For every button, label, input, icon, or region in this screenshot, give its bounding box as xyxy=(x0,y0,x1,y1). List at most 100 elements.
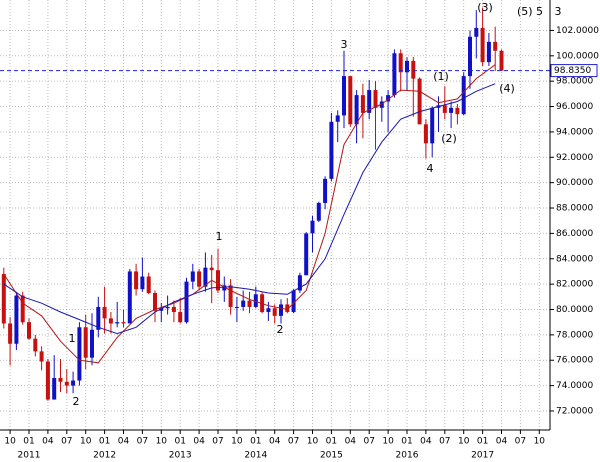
candle-body xyxy=(272,308,277,316)
candle-body xyxy=(386,95,391,102)
candle-body xyxy=(102,306,107,319)
y-tick-label: 74.0000 xyxy=(556,381,593,391)
candle-body xyxy=(159,308,164,311)
candle-body xyxy=(367,90,372,113)
candle-body xyxy=(96,306,101,330)
candle-body xyxy=(121,322,126,324)
candle-body xyxy=(474,27,479,37)
y-tick-label: 102.0000 xyxy=(556,26,599,36)
candle-body xyxy=(58,377,63,382)
wave-label: (4) xyxy=(499,82,515,95)
candle-body xyxy=(499,50,504,71)
x-tick-label: 10 xyxy=(80,437,92,447)
year-label: 2014 xyxy=(244,451,267,461)
y-tick-label: 88.0000 xyxy=(556,204,593,214)
x-tick-label: 07 xyxy=(515,437,526,447)
x-tick-label: 04 xyxy=(496,437,508,447)
candle-body xyxy=(335,115,340,122)
y-tick-label: 72.0000 xyxy=(556,406,593,416)
y-tick-label: 80.0000 xyxy=(556,305,593,315)
x-tick-label: 01 xyxy=(250,437,261,447)
wave-label: 2 xyxy=(277,323,284,336)
candle-body xyxy=(291,290,296,313)
x-tick-label: 04 xyxy=(345,437,357,447)
candle-body xyxy=(8,323,13,344)
x-tick-label: 07 xyxy=(439,437,450,447)
candle-body xyxy=(398,53,403,73)
y-tick-label: 84.0000 xyxy=(556,254,593,264)
x-tick-label: 01 xyxy=(174,437,185,447)
candle-body xyxy=(423,124,428,144)
x-tick-label: 01 xyxy=(401,437,412,447)
candle-body xyxy=(316,202,321,221)
candle-body xyxy=(190,271,195,282)
candle-body xyxy=(178,312,183,323)
candle-body xyxy=(14,295,19,344)
candle-body xyxy=(184,281,189,323)
candle-body xyxy=(493,41,498,51)
year-label: 2012 xyxy=(93,451,116,461)
candle-body xyxy=(203,267,208,287)
candle-body xyxy=(1,273,6,324)
candle-body xyxy=(405,60,409,73)
candle-body xyxy=(45,361,50,400)
candle-body xyxy=(115,322,120,324)
candle-body xyxy=(234,306,239,308)
y-tick-label: 98.0000 xyxy=(556,77,593,87)
candle-body xyxy=(455,107,460,115)
x-tick-label: 10 xyxy=(231,437,243,447)
y-tick-label: 94.0000 xyxy=(556,127,593,137)
year-label: 2017 xyxy=(471,451,494,461)
candle-body xyxy=(71,380,76,386)
candle-body xyxy=(27,322,31,339)
x-tick-label: 01 xyxy=(23,437,34,447)
candle-body xyxy=(486,41,491,63)
candle-body xyxy=(442,105,447,113)
x-tick-label: 04 xyxy=(193,437,205,447)
candle-body xyxy=(241,300,246,307)
candle-body xyxy=(373,90,378,108)
wave-label: (2) xyxy=(441,132,457,145)
candle-body xyxy=(310,220,315,234)
y-tick-label: 92.0000 xyxy=(556,153,593,163)
x-tick-label: 10 xyxy=(307,437,319,447)
x-tick-label: 01 xyxy=(99,437,110,447)
wave-label: 2 xyxy=(73,395,80,408)
x-tick-label: 10 xyxy=(4,437,16,447)
y-tick-label: 82.0000 xyxy=(556,280,593,290)
x-tick-label: 01 xyxy=(326,437,337,447)
candle-body xyxy=(171,306,176,313)
year-label: 2013 xyxy=(169,451,192,461)
y-tick-label: 76.0000 xyxy=(556,356,593,366)
candle-body xyxy=(140,276,145,290)
candle-body xyxy=(39,351,44,362)
candle-body xyxy=(52,377,57,400)
candle-body xyxy=(329,121,334,179)
wave-label: (5) 5 xyxy=(517,5,543,18)
candle-body xyxy=(83,327,88,358)
x-tick-label: 07 xyxy=(137,437,148,447)
wave-label: 1 xyxy=(216,230,223,243)
x-tick-label: 01 xyxy=(477,437,488,447)
candle-body xyxy=(108,318,113,324)
x-tick-label: 10 xyxy=(382,437,394,447)
average-line xyxy=(3,64,496,364)
x-tick-label: 10 xyxy=(534,437,546,447)
candle-body xyxy=(304,233,309,276)
candle-body xyxy=(253,294,258,307)
marks xyxy=(0,7,550,401)
year-label: 2015 xyxy=(320,451,343,461)
x-tick-label: 10 xyxy=(156,437,168,447)
candle-body xyxy=(379,101,384,108)
y-tick-label: 100.0000 xyxy=(556,51,599,61)
candle-body xyxy=(20,295,25,323)
candle-body xyxy=(354,95,359,125)
candle-body xyxy=(165,306,170,309)
candle-body xyxy=(134,271,139,290)
y-tick-label: 90.0000 xyxy=(556,178,593,188)
wave-label: 3 xyxy=(341,38,348,51)
candle-body xyxy=(449,107,454,113)
candle-body xyxy=(417,78,422,125)
